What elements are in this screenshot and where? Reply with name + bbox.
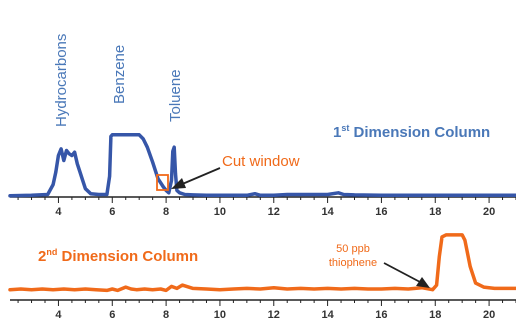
x-tick-label-first: 20 bbox=[483, 206, 495, 218]
x-tick-label-first: 8 bbox=[163, 206, 169, 218]
thiophene-label-line2: thiophene bbox=[329, 257, 377, 269]
title-number: 1 bbox=[333, 124, 341, 141]
x-tick-label-second: 10 bbox=[214, 309, 226, 321]
cut-window-box bbox=[156, 174, 169, 191]
thiophene-label-line1: 50 ppb bbox=[336, 243, 370, 255]
x-tick-label-first: 6 bbox=[109, 206, 115, 218]
x-tick-label-second: 20 bbox=[483, 309, 495, 321]
x-tick-label-second: 4 bbox=[55, 309, 62, 321]
title-text: Dimension Column bbox=[57, 248, 198, 265]
x-tick-label-first: 18 bbox=[429, 206, 441, 218]
x-ticks-first-dimension: 4 6 8 10 12 14 16 18 20 bbox=[17, 197, 516, 218]
panel-second-dimension: 4 6 8 10 12 14 16 18 20 2nd Dimension Column 50 … bbox=[8, 233, 516, 321]
second-dimension-title: 2nd Dimension Column bbox=[38, 247, 198, 265]
title-superscript: nd bbox=[46, 247, 57, 257]
x-tick-label-second: 16 bbox=[375, 309, 387, 321]
cut-window-arrowhead bbox=[171, 178, 186, 189]
peak-label-benzene: Benzene bbox=[111, 45, 128, 104]
x-ticks-second-dimension: 4 6 8 10 12 14 16 18 20 bbox=[17, 300, 516, 321]
x-tick-label-first: 4 bbox=[55, 206, 62, 218]
first-dimension-title: 1st Dimension Column bbox=[333, 123, 490, 141]
x-tick-label-first: 14 bbox=[321, 206, 334, 218]
panel-first-dimension: 4 6 8 10 12 14 16 18 20 Hydrocarbons Benzene Tol… bbox=[8, 34, 516, 218]
peak-label-hydrocarbons: Hydrocarbons bbox=[53, 34, 70, 127]
title-text: Dimension Column bbox=[349, 124, 490, 141]
x-tick-label-second: 12 bbox=[268, 309, 280, 321]
x-tick-label-second: 6 bbox=[109, 309, 115, 321]
peak-label-toluene: Toluene bbox=[167, 69, 184, 122]
x-tick-label-first: 16 bbox=[375, 206, 387, 218]
first-dimension-trace bbox=[8, 133, 516, 198]
x-tick-label-second: 8 bbox=[163, 309, 169, 321]
thiophene-arrowhead bbox=[416, 277, 430, 288]
x-tick-label-first: 10 bbox=[214, 206, 226, 218]
title-superscript: st bbox=[341, 123, 349, 133]
x-tick-label-second: 14 bbox=[321, 309, 334, 321]
x-tick-label-second: 18 bbox=[429, 309, 441, 321]
x-tick-label-first: 12 bbox=[268, 206, 280, 218]
cut-window-arrow bbox=[179, 167, 221, 186]
thiophene-arrow bbox=[383, 262, 421, 283]
cut-window-label: Cut window bbox=[222, 153, 300, 170]
second-dimension-trace bbox=[8, 233, 516, 293]
title-number: 2 bbox=[38, 248, 46, 265]
